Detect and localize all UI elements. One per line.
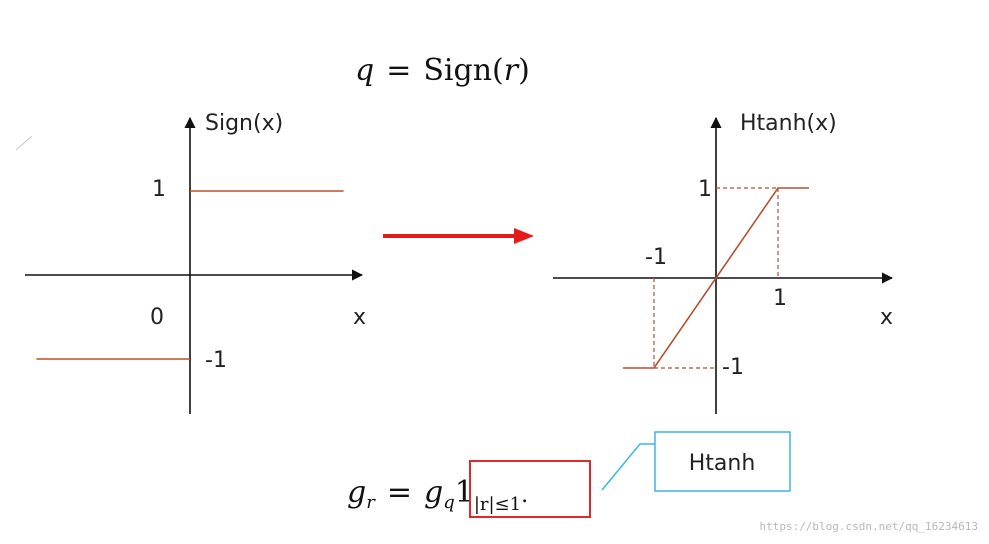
sign-plot: Sign(x) x 0 1 -1 — [25, 111, 366, 414]
watermark: https://blog.csdn.net/qq_16234613 — [759, 520, 978, 533]
sign-x-label: x — [353, 305, 366, 330]
htanh-x-tick-neg: -1 — [645, 245, 667, 270]
gradient-formula-text: gr = gq1|r|≤1. — [347, 475, 528, 515]
top-formula: q = Sign(r) — [355, 53, 530, 88]
htanh-plot: Htanh(x) x 1 -1 1 -1 — [553, 111, 894, 414]
htanh-curve-line — [623, 187, 809, 369]
sign-y-tick-neg: -1 — [205, 348, 227, 373]
transform-arrow — [383, 228, 534, 244]
sign-curve-group — [36, 190, 344, 360]
sign-origin-label: 0 — [150, 305, 164, 330]
htanh-guide-group — [653, 187, 779, 369]
htanh-y-tick-neg: -1 — [722, 355, 744, 380]
transform-arrow-head — [514, 228, 534, 244]
callout-leader-line — [601, 443, 655, 491]
sign-y-tick-pos: 1 — [152, 177, 166, 202]
callout-label: Htanh — [689, 451, 756, 476]
decorative-stroke — [15, 135, 33, 151]
htanh-callout: Htanh — [601, 431, 791, 492]
htanh-plot-title: Htanh(x) — [740, 111, 837, 136]
htanh-x-label: x — [880, 305, 893, 330]
callout-box — [654, 431, 791, 492]
htanh-y-tick-pos: 1 — [698, 177, 712, 202]
indicator-highlight-box — [469, 460, 591, 518]
gradient-formula: gr = gq1|r|≤1. — [347, 460, 591, 518]
htanh-x-tick-pos: 1 — [773, 286, 787, 311]
sign-plot-title: Sign(x) — [205, 111, 283, 136]
htanh-curve-group — [623, 187, 809, 369]
